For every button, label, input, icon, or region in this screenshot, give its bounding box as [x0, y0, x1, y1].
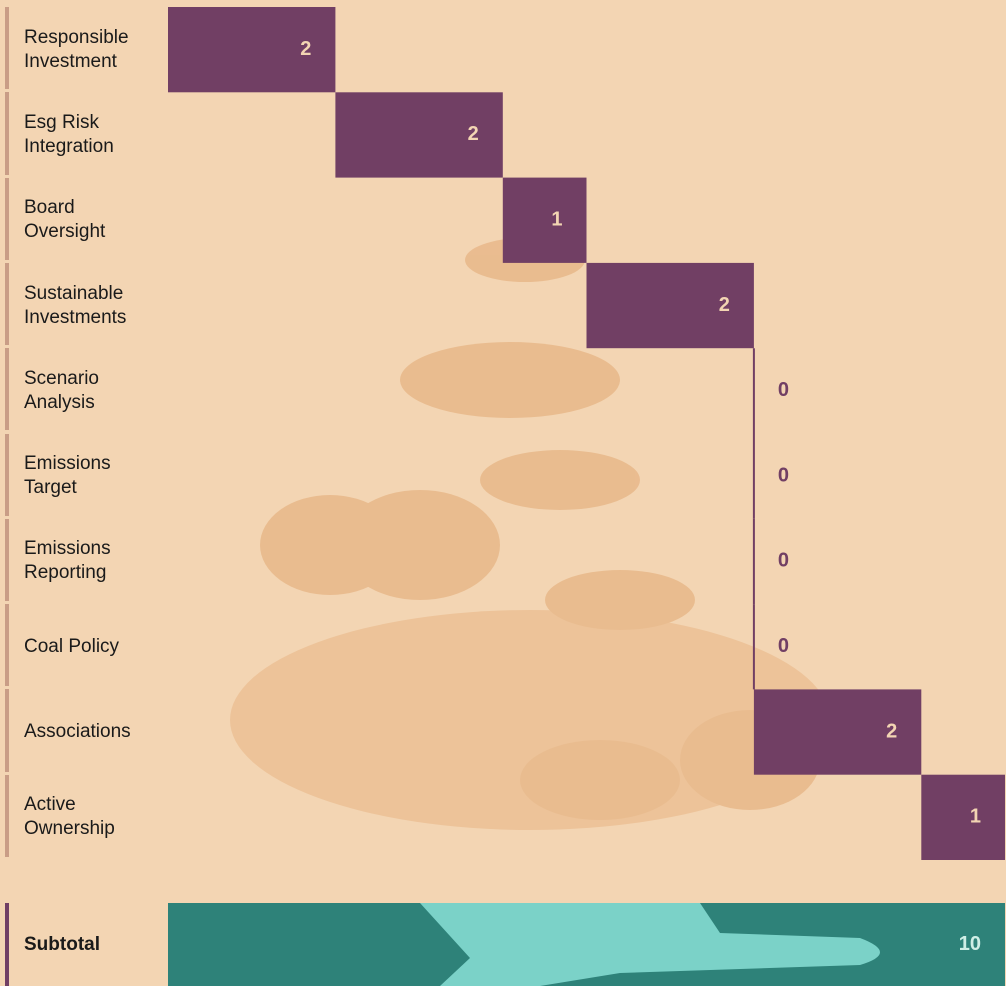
category-label: Esg Risk Integration	[24, 111, 114, 157]
category-label: Sustainable Investments	[24, 282, 127, 328]
value-label: 0	[778, 635, 789, 657]
bar	[335, 92, 503, 178]
row-strip	[5, 903, 9, 986]
row-strip	[5, 604, 9, 687]
category-label: Emissions Reporting	[24, 538, 111, 584]
row-strip	[5, 518, 9, 602]
value-label: 2	[468, 123, 479, 145]
row-strip	[5, 689, 9, 772]
total-label: Subtotal	[24, 933, 100, 955]
row-strip	[5, 433, 9, 516]
category-label: Scenario Analysis	[24, 367, 99, 413]
row-strip	[5, 262, 9, 346]
value-label: 1	[970, 806, 981, 828]
row-strip	[5, 177, 9, 260]
value-label: 2	[886, 720, 897, 742]
row-strip	[5, 92, 9, 175]
bar	[921, 774, 1005, 860]
row-strip	[5, 774, 9, 857]
bar	[753, 689, 922, 775]
total-value-label: 10	[959, 933, 981, 955]
category-label: Emissions Target	[24, 453, 111, 499]
bar	[586, 262, 754, 349]
value-label: 2	[719, 294, 730, 316]
total-decoration	[420, 903, 880, 986]
category-label: Active Ownership	[24, 794, 115, 840]
row-strip	[5, 348, 9, 431]
category-label: Coal Policy	[24, 635, 120, 657]
row-strip	[5, 7, 9, 90]
value-label: 2	[300, 38, 311, 60]
category-label: Responsible Investment	[24, 26, 129, 72]
category-label: Associations	[24, 721, 131, 743]
value-label: 0	[778, 464, 789, 486]
value-label: 0	[778, 550, 789, 572]
category-label: Board Oversight	[24, 197, 106, 243]
value-label: 0	[778, 379, 789, 401]
bar	[168, 7, 336, 93]
value-label: 1	[551, 209, 562, 231]
bar	[502, 177, 587, 263]
